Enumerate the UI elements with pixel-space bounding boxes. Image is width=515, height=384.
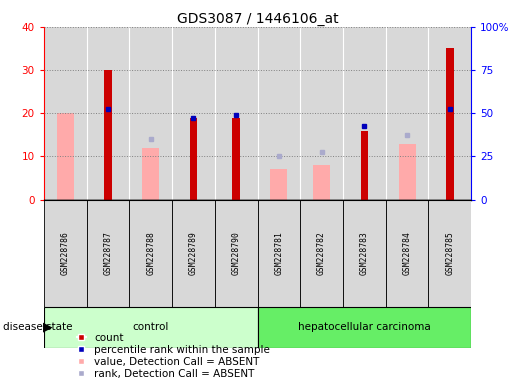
Bar — [87, 200, 129, 307]
Text: GSM228785: GSM228785 — [445, 232, 454, 275]
Text: GSM228784: GSM228784 — [403, 232, 411, 275]
Text: GSM228787: GSM228787 — [104, 232, 112, 275]
Bar — [428, 27, 471, 200]
Text: GSM228788: GSM228788 — [146, 232, 155, 275]
Text: GSM228782: GSM228782 — [317, 232, 326, 275]
Bar — [57, 113, 74, 200]
Bar — [172, 27, 215, 200]
Bar — [386, 27, 428, 200]
Bar — [428, 200, 471, 307]
Text: ▶: ▶ — [43, 321, 53, 334]
Bar — [232, 118, 240, 200]
Text: disease state: disease state — [3, 322, 72, 333]
Bar — [129, 200, 172, 307]
Bar — [172, 200, 215, 307]
Bar — [446, 48, 454, 200]
Bar — [343, 200, 386, 307]
Bar — [44, 307, 258, 348]
Bar — [258, 27, 300, 200]
Bar — [360, 131, 368, 200]
Title: GDS3087 / 1446106_at: GDS3087 / 1446106_at — [177, 12, 338, 26]
Bar — [104, 70, 112, 200]
Bar — [343, 27, 386, 200]
Bar — [44, 27, 87, 200]
Bar — [258, 307, 471, 348]
Bar — [87, 27, 129, 200]
Bar — [386, 200, 428, 307]
Bar — [190, 118, 197, 200]
Text: GSM228789: GSM228789 — [189, 232, 198, 275]
Legend: count, percentile rank within the sample, value, Detection Call = ABSENT, rank, : count, percentile rank within the sample… — [77, 333, 270, 379]
Bar — [215, 27, 258, 200]
Bar — [313, 165, 330, 200]
Bar — [300, 27, 343, 200]
Text: GSM228781: GSM228781 — [274, 232, 283, 275]
Bar — [399, 144, 416, 200]
Bar — [258, 200, 300, 307]
Bar — [142, 148, 159, 200]
Bar — [270, 169, 287, 200]
Text: hepatocellular carcinoma: hepatocellular carcinoma — [298, 322, 431, 333]
Text: GSM228783: GSM228783 — [360, 232, 369, 275]
Bar — [215, 200, 258, 307]
Bar — [44, 200, 87, 307]
Bar — [300, 200, 343, 307]
Text: GSM228786: GSM228786 — [61, 232, 70, 275]
Text: control: control — [132, 322, 169, 333]
Bar — [129, 27, 172, 200]
Text: GSM228790: GSM228790 — [232, 232, 241, 275]
